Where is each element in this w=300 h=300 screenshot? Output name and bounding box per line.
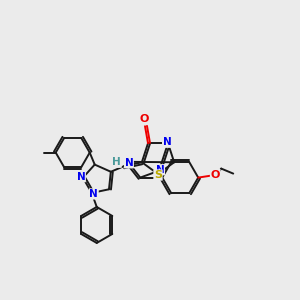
Text: N: N — [89, 189, 98, 199]
Text: N: N — [124, 158, 133, 168]
Text: N: N — [156, 165, 164, 175]
Text: S: S — [154, 170, 162, 180]
Text: H: H — [112, 157, 121, 167]
Text: O: O — [139, 114, 149, 124]
Text: N: N — [163, 137, 171, 147]
Text: O: O — [211, 169, 220, 180]
Text: N: N — [76, 172, 85, 182]
